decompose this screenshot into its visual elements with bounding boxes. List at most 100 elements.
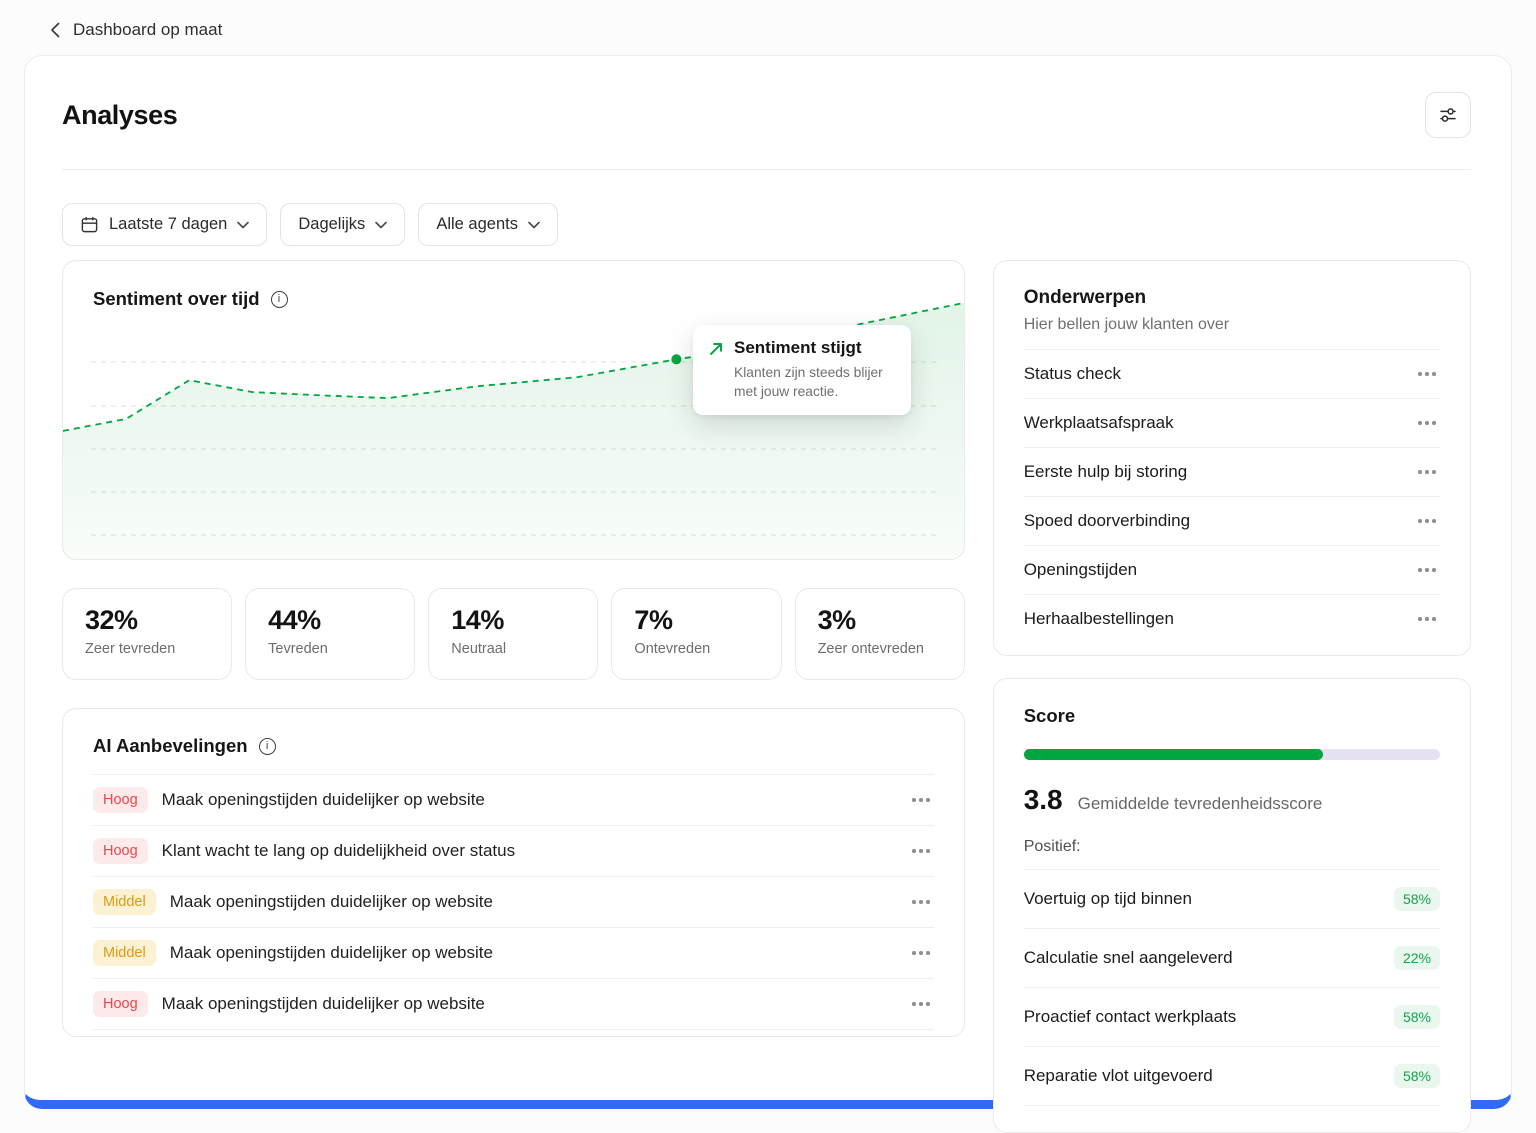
ai-recommendations-panel: AI Aanbevelingen i Hoog Maak openingstij… <box>62 708 965 1037</box>
score-value: 3.8 <box>1023 784 1063 815</box>
agents-filter-label: Alle agents <box>436 215 518 233</box>
period-filter-label: Laatste 7 dagen <box>109 215 228 233</box>
filter-bar: Laatste 7 dagen Dagelijks Alle agents <box>62 203 1471 246</box>
topic-menu-button[interactable] <box>1414 462 1440 482</box>
period-filter-button[interactable]: Laatste 7 dagen <box>62 203 268 246</box>
priority-badge: Middel <box>93 889 156 915</box>
granularity-filter-label: Dagelijks <box>298 215 366 233</box>
topic-menu-button[interactable] <box>1414 609 1440 629</box>
topic-menu-button[interactable] <box>1414 511 1440 531</box>
ellipsis-icon <box>1418 617 1436 621</box>
chevron-down-icon <box>237 221 250 229</box>
recommendation-row: Hoog Klant wacht te lang op duidelijkhei… <box>93 826 934 877</box>
recommendation-menu-button[interactable] <box>908 790 934 810</box>
topic-menu-button[interactable] <box>1414 364 1440 384</box>
score-metric-badge: 58% <box>1393 887 1440 911</box>
stat-card: 14% Neutraal <box>428 588 599 680</box>
stat-label: Tevreden <box>268 641 328 657</box>
topic-row: Spoed doorverbinding <box>1023 497 1440 546</box>
topic-row: Openingstijden <box>1023 546 1440 595</box>
sentiment-stats-row: 32% Zeer tevreden 44% Tevreden 14% Neutr… <box>62 588 965 680</box>
score-metric-row: Reparatie vlot uitgevoerd 58% <box>1023 1047 1440 1106</box>
stat-value: 44% <box>268 605 321 635</box>
sliders-icon <box>1438 105 1458 125</box>
recommendation-menu-button[interactable] <box>908 994 934 1014</box>
ellipsis-icon <box>911 1002 930 1006</box>
ellipsis-icon <box>911 900 930 904</box>
recommendation-row: Hoog Maak openingstijden duidelijker op … <box>93 979 934 1030</box>
trend-up-icon <box>708 341 724 357</box>
score-metric-badge: 22% <box>1393 946 1440 970</box>
chart-settings-button[interactable] <box>1425 92 1471 138</box>
score-panel: Score 3.8 Gemiddelde tevredenheidsscore … <box>992 678 1471 1133</box>
stat-value: 7% <box>634 605 673 635</box>
chart-annotation: Sentiment stijgt Klanten zijn steeds bli… <box>693 325 911 416</box>
chart-marker-dot <box>671 354 682 365</box>
recommendation-menu-button[interactable] <box>908 892 934 912</box>
score-metric-row: Voertuig op tijd binnen 58% <box>1023 870 1440 929</box>
recommendation-text: Klant wacht te lang op duidelijkheid ove… <box>161 841 516 860</box>
recommendation-row: Middel Maak openingstijden duidelijker o… <box>93 877 934 928</box>
recommendation-menu-button[interactable] <box>908 943 934 963</box>
stat-card: 3% Zeer ontevreden <box>794 588 965 680</box>
recommendation-text: Maak openingstijden duidelijker op websi… <box>169 892 493 911</box>
score-metric-label: Voertuig op tijd binnen <box>1023 889 1192 908</box>
recommendation-text: Maak openingstijden duidelijker op websi… <box>169 943 493 962</box>
calendar-icon <box>80 215 99 234</box>
chevron-left-icon <box>50 22 60 38</box>
score-progress-bar <box>1023 749 1440 760</box>
header-divider <box>62 169 1471 170</box>
stat-card: 44% Tevreden <box>245 588 416 680</box>
stat-label: Zeer ontevreden <box>817 641 924 657</box>
annotation-title: Sentiment stijgt <box>734 338 862 357</box>
analytics-card: Analyses Laat <box>24 55 1512 1133</box>
annotation-body: Klanten zijn steeds blijer met jouw reac… <box>734 365 883 400</box>
page-title: Analyses <box>62 99 178 130</box>
score-metric-badge: 58% <box>1393 1005 1440 1029</box>
score-progress-fill <box>1023 749 1324 760</box>
topic-menu-button[interactable] <box>1414 413 1440 433</box>
positive-section-label: Positief: <box>1023 838 1081 855</box>
ellipsis-icon <box>1418 519 1436 523</box>
back-button[interactable]: Dashboard op maat <box>0 0 1536 40</box>
sentiment-chart-panel: Sentiment over tijd i <box>62 260 965 560</box>
back-label: Dashboard op maat <box>73 20 223 39</box>
score-title: Score <box>1023 705 1076 726</box>
agents-filter-button[interactable]: Alle agents <box>418 203 558 246</box>
recommendation-text: Maak openingstijden duidelijker op websi… <box>161 790 485 809</box>
ellipsis-icon <box>1418 470 1436 474</box>
topics-panel: Onderwerpen Hier bellen jouw klanten ove… <box>992 260 1471 656</box>
ellipsis-icon <box>911 798 930 802</box>
topic-label: Openingstijden <box>1023 560 1138 579</box>
recommendation-menu-button[interactable] <box>908 841 934 861</box>
stat-value: 14% <box>451 605 504 635</box>
topic-label: Spoed doorverbinding <box>1023 511 1191 530</box>
info-icon[interactable]: i <box>258 737 276 755</box>
info-icon[interactable]: i <box>270 290 288 308</box>
topic-row: Eerste hulp bij storing <box>1023 448 1440 497</box>
recommendation-row: Hoog Maak openingstijden duidelijker op … <box>93 775 934 826</box>
granularity-filter-button[interactable]: Dagelijks <box>280 203 406 246</box>
ellipsis-icon <box>1418 421 1436 425</box>
stat-value: 3% <box>817 605 857 635</box>
topic-label: Eerste hulp bij storing <box>1023 462 1188 481</box>
score-metric-badge: 58% <box>1393 1064 1440 1088</box>
ellipsis-icon <box>1418 372 1436 376</box>
topic-row: Werkplaatsafspraak <box>1023 399 1440 448</box>
recommendation-row: Middel Maak openingstijden duidelijker o… <box>93 928 934 979</box>
priority-badge: Hoog <box>93 838 148 864</box>
score-value-label: Gemiddelde tevredenheidsscore <box>1077 794 1323 813</box>
topic-menu-button[interactable] <box>1414 560 1440 580</box>
score-metric-label: Proactief contact werkplaats <box>1023 1007 1237 1026</box>
stat-card: 7% Ontevreden <box>611 588 782 680</box>
ai-recommendations-title: AI Aanbevelingen <box>93 735 248 756</box>
chevron-down-icon <box>528 221 540 229</box>
recommendation-text: Maak openingstijden duidelijker op websi… <box>161 994 485 1013</box>
topics-title: Onderwerpen <box>1023 287 1147 308</box>
stat-card: 32% Zeer tevreden <box>62 588 233 680</box>
topic-label: Werkplaatsafspraak <box>1023 413 1174 432</box>
stat-label: Ontevreden <box>634 641 711 657</box>
ellipsis-icon <box>911 849 930 853</box>
stat-label: Zeer tevreden <box>85 641 176 657</box>
score-metric-row: Calculatie snel aangeleverd 22% <box>1023 929 1440 988</box>
